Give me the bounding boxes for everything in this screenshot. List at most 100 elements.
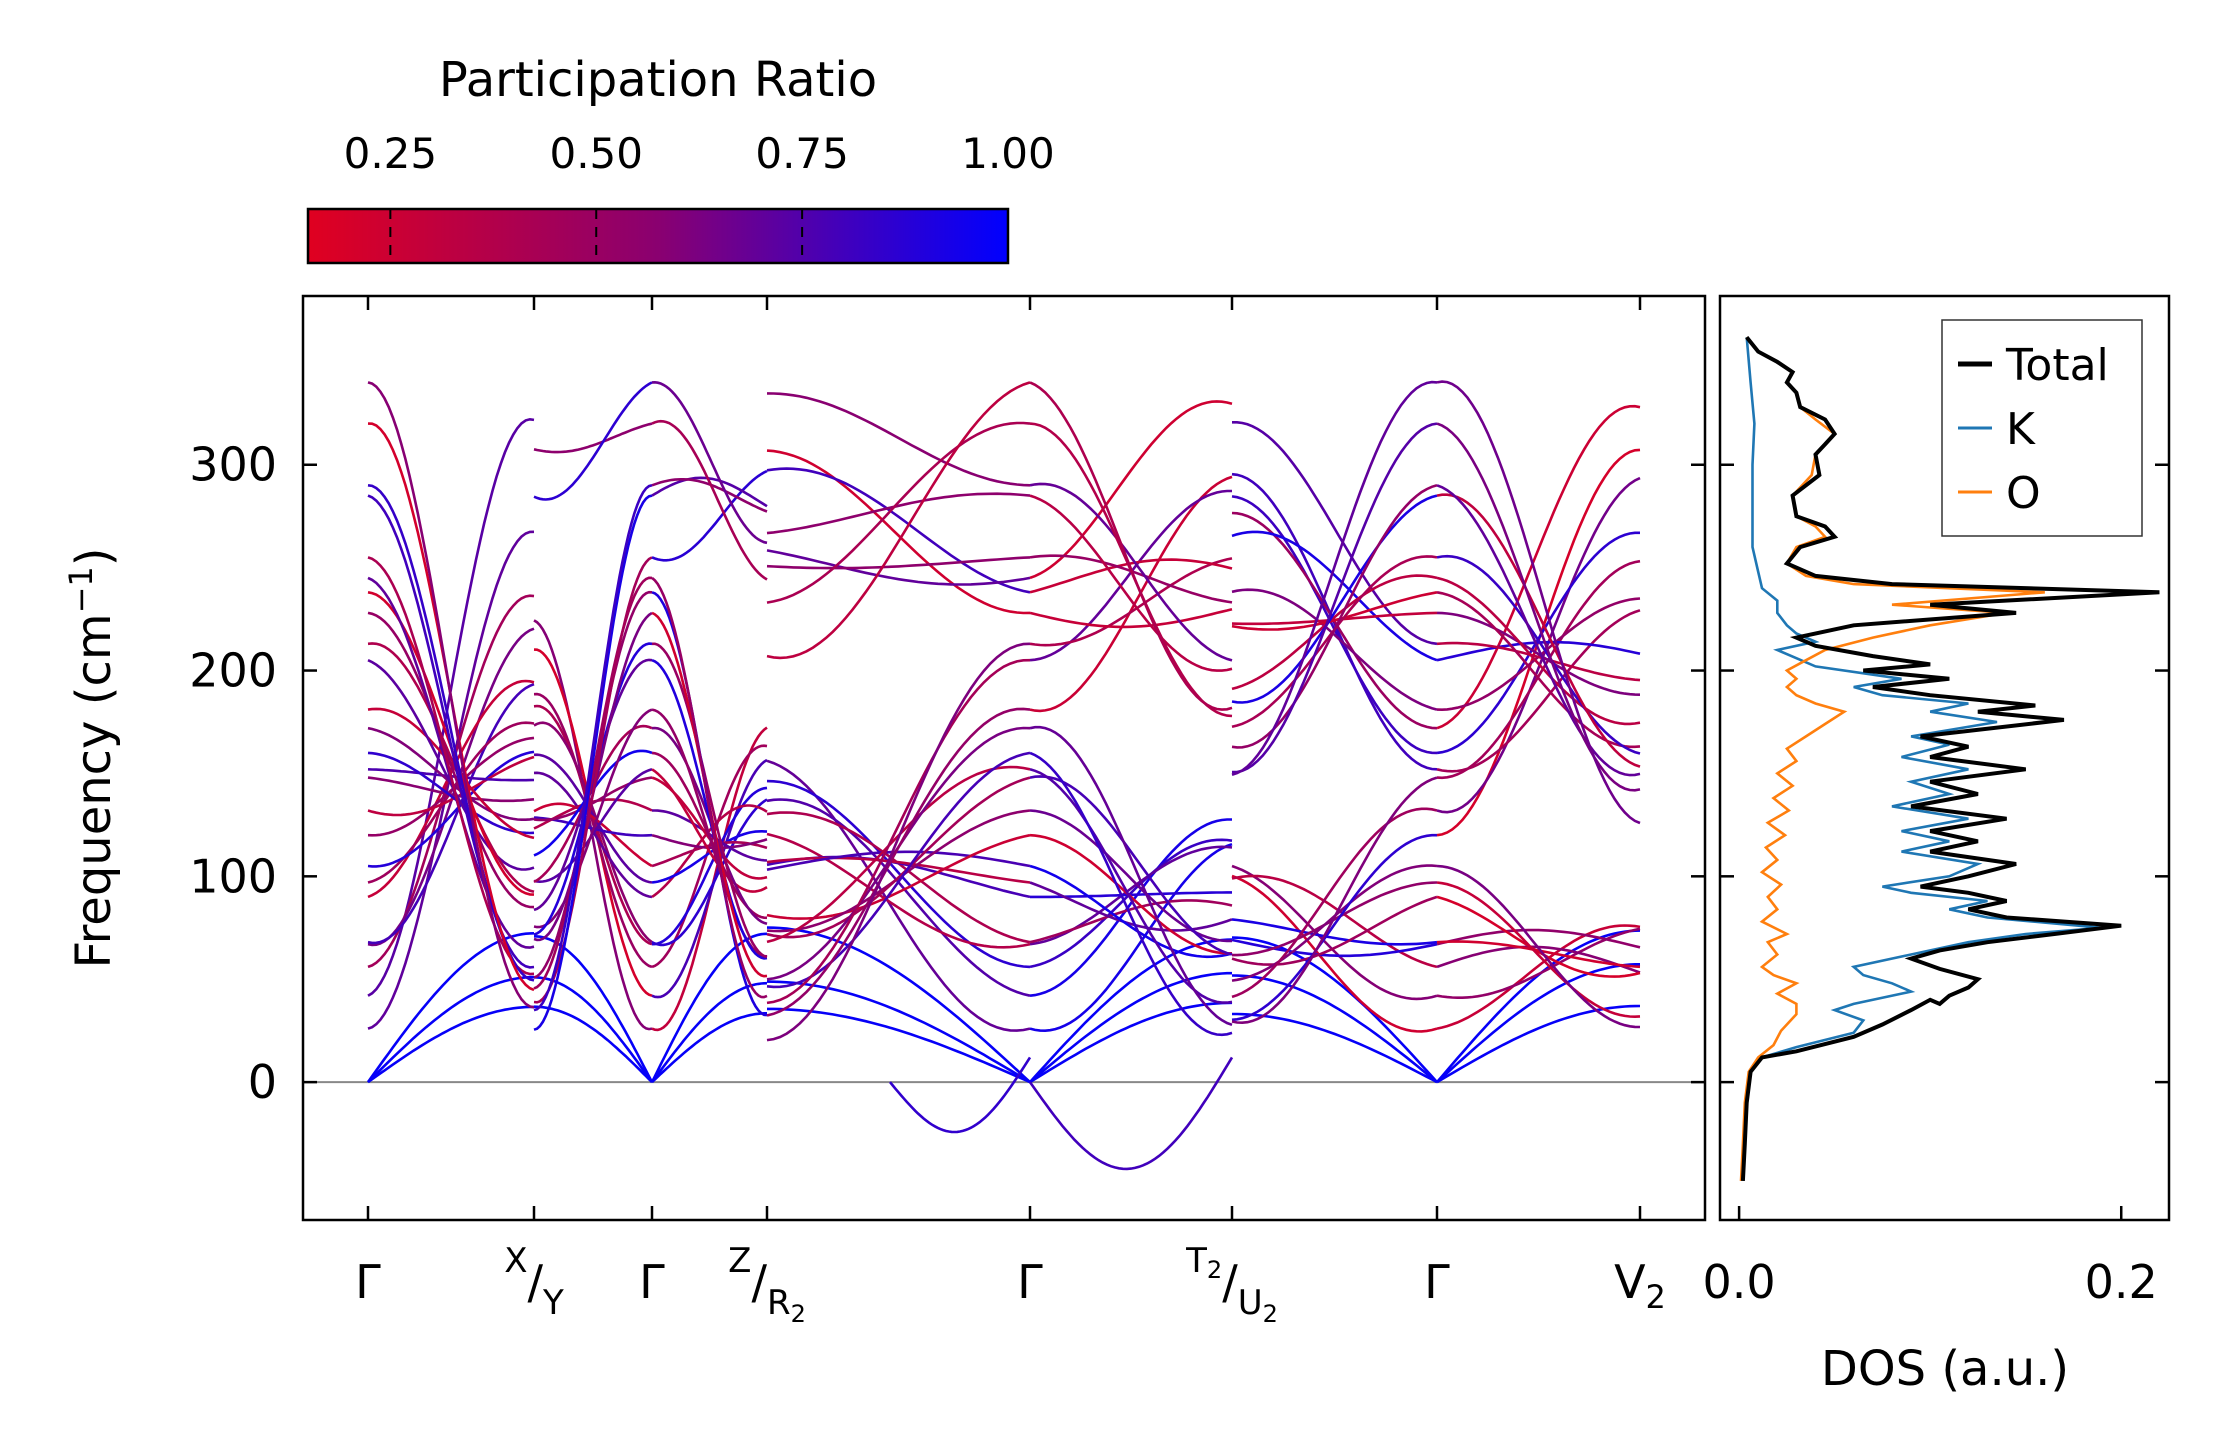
phonon-branch <box>1029 751 1233 1037</box>
phonon-branch <box>1029 489 1232 662</box>
kpoint-label: V2 <box>1614 1255 1666 1316</box>
phonon-branch <box>1436 895 1641 978</box>
legend-label: O <box>2006 468 2041 519</box>
colorbar-ticks <box>389 209 1009 263</box>
phonon-branch <box>766 421 1031 604</box>
kpoint-label: Γ <box>639 1255 665 1309</box>
band-lines <box>366 380 1641 1171</box>
band-y-ticks: 0 100 200 300 <box>189 438 1705 1109</box>
band-structure-panel: 0 100 200 300 Γ X/Y Γ Z/R2 Γ T2/U2 Γ V2 Frequency … <box>62 294 1707 1328</box>
ylabel-sup: −1 <box>62 566 100 613</box>
kpoint-label: T2/U2 <box>1185 1241 1278 1328</box>
soft-mode-branch <box>1028 1056 1234 1171</box>
phonon-branch <box>367 750 535 868</box>
phonon-branch <box>1436 928 1641 949</box>
phonon-branch <box>766 707 1031 1017</box>
colorbar-tick-label: 0.50 <box>549 129 643 178</box>
phonon-branch <box>367 1005 535 1084</box>
phonon-branch <box>1029 494 1233 672</box>
kpoint-label: X/Y <box>504 1241 564 1323</box>
band-kpoint-ticks: Γ X/Y Γ Z/R2 Γ T2/U2 Γ V2 <box>355 296 1666 1328</box>
colorbar-tick-label: 0.25 <box>344 129 438 178</box>
phonon-branch <box>1029 558 1233 594</box>
phonon-branch <box>766 556 1031 570</box>
legend-label: K <box>2006 404 2036 455</box>
phonon-branch <box>651 469 768 562</box>
phonon-branch <box>1231 918 1438 946</box>
phonon-branch <box>1231 864 1438 1001</box>
colorbar-tick-labels: 0.25 0.50 0.75 1.00 <box>344 129 1055 178</box>
phonon-branch <box>1029 899 1233 944</box>
phonon-branch <box>1029 809 1232 943</box>
dos-x-axis-title: DOS (a.u.) <box>1821 1341 2069 1397</box>
phonon-branch <box>1232 421 1438 646</box>
colorbar: Participation Ratio 0.25 0.50 0.75 1.00 <box>306 52 1055 265</box>
phonon-branch <box>1436 641 1641 682</box>
phonon-branch <box>533 753 653 884</box>
phonon-branch <box>650 932 768 1083</box>
phonon-branch <box>533 381 653 501</box>
phonon-branch <box>367 556 535 976</box>
phonon-branch <box>533 721 653 944</box>
phonon-branch <box>533 802 653 868</box>
band-y-tick-label: 300 <box>189 438 277 492</box>
phonon-branch <box>1231 422 1438 774</box>
phonon-branch <box>533 708 653 929</box>
phonon-branch <box>533 494 653 1031</box>
phonon-branch <box>1029 725 1233 1027</box>
phonon-branch <box>1231 895 1438 966</box>
phonon-branch <box>651 576 768 999</box>
phonon-branch <box>1436 554 1641 755</box>
phonon-branch <box>1029 971 1232 1084</box>
phonon-branch <box>651 419 768 581</box>
phonon-branch <box>1029 845 1233 946</box>
phonon-branch <box>367 736 535 837</box>
phonon-branch <box>367 611 535 909</box>
phonon-branch <box>1436 404 1641 730</box>
band-y-tick-label: 200 <box>189 644 277 698</box>
band-y-tick-label: 0 <box>248 1055 277 1109</box>
legend-items: Total KO <box>1958 340 2109 519</box>
phonon-branch <box>1436 493 1641 768</box>
phonon-branch <box>367 594 535 969</box>
phonon-branch <box>367 381 535 1009</box>
phonon-branch <box>1231 484 1438 749</box>
phonon-branch <box>367 417 535 997</box>
phonon-branch <box>766 492 1031 535</box>
phonon-branch <box>1231 807 1438 999</box>
kpoint-label: Γ <box>355 1255 381 1309</box>
phonon-branch <box>1029 838 1233 969</box>
phonon-branch <box>1436 422 1641 792</box>
phonon-branch <box>1436 576 1641 726</box>
phonon-branch <box>367 755 535 817</box>
band-y-tick-label: 100 <box>189 849 277 903</box>
phonon-branch <box>651 758 768 999</box>
phonon-branch <box>766 833 1031 920</box>
phonon-branch <box>1029 482 1233 662</box>
colorbar-tick-label: 1.00 <box>961 129 1055 178</box>
phonon-branch <box>1436 881 1641 1019</box>
phonon-branch <box>1029 842 1233 1033</box>
phonon-branch <box>766 856 1031 884</box>
phonon-branch <box>1231 574 1438 691</box>
phonon-branch <box>1436 963 1640 1084</box>
phonon-branch <box>651 658 768 960</box>
phonon-branch <box>1231 874 1438 969</box>
phonon-branch <box>1029 381 1233 711</box>
phonon-branch <box>533 692 653 969</box>
dos-panel: 0.0 0.2 DOS (a.u.) Total KO <box>1703 294 2171 1397</box>
dos-x-tick-label: 0.0 <box>1703 1255 1776 1309</box>
phonon-branch <box>1231 494 1438 704</box>
phonon-branch <box>366 932 535 1083</box>
phonon-branch <box>766 751 1031 989</box>
colorbar-title: Participation Ratio <box>439 52 877 108</box>
dos-legend: Total KO <box>1941 319 2143 537</box>
dos-series-o <box>1739 336 2045 1181</box>
kpoint-label: Z/R2 <box>728 1241 806 1328</box>
phonon-branch <box>651 1012 767 1084</box>
phonon-branch <box>1029 818 1232 997</box>
dos-axes-frame <box>1718 294 2171 1222</box>
dos-ticks: 0.0 0.2 <box>1703 463 2169 1309</box>
phonon-branch <box>533 484 653 1012</box>
